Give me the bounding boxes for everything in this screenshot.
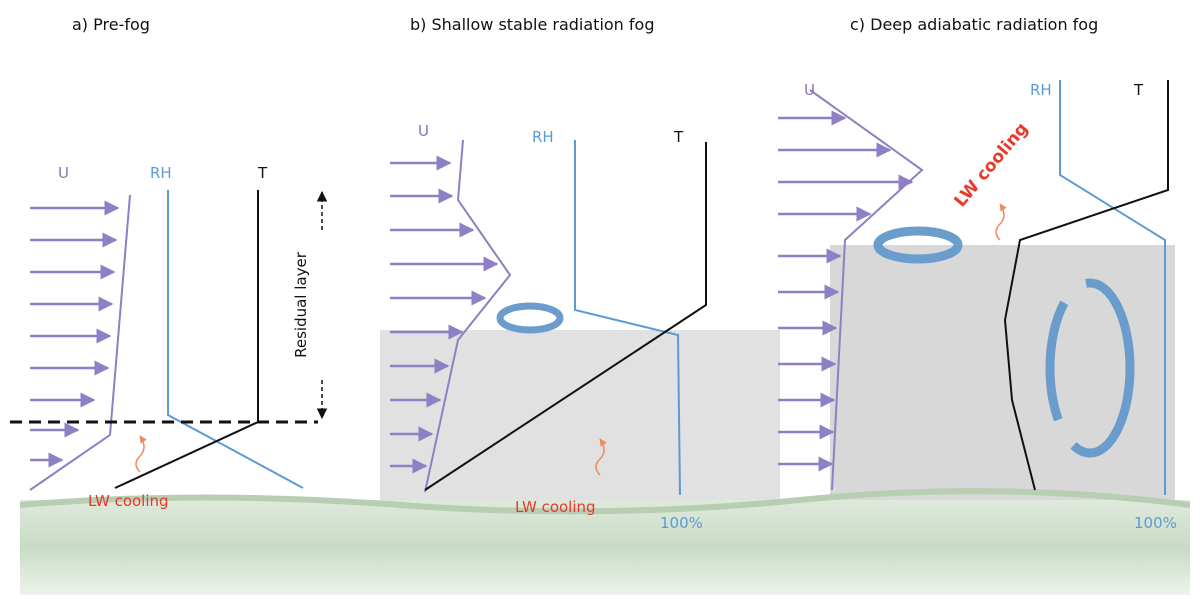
rh-profile [574,140,681,496]
u-label: U [418,122,429,140]
cooling-arrow [595,438,607,476]
rh-profile [1059,80,1166,495]
t-label: T [1133,81,1144,99]
grass-edge [19,488,1191,515]
t-label: T [257,164,268,182]
cooling-label: LW cooling [515,498,596,516]
grass [20,500,1190,595]
t-profile [1003,80,1169,491]
t-label: T [673,128,684,146]
t-profile [424,142,707,491]
cooling-label: LW cooling [951,119,1033,211]
fog [380,330,780,505]
fog [830,245,1175,503]
cooling-arrow [135,435,147,473]
rh-label: RH [150,164,172,182]
wind-arrows [30,200,120,468]
surface-rh: 100% [1134,514,1177,532]
rh-label: RH [532,128,554,146]
u-profile [29,194,131,491]
wind-arrows [390,155,499,474]
panel-title: b) Shallow stable radiation fog [410,15,654,34]
eddy [496,302,564,334]
t-profile [114,190,259,489]
u-label: U [804,81,815,99]
surface-rh: 100% [660,514,703,532]
panel-title: a) Pre-fog [72,15,150,34]
layer-label: Residual layer [292,251,310,358]
u-profile [809,89,924,491]
cooling-arrow [995,203,1007,241]
u-label: U [58,164,69,182]
eddy [1045,278,1135,458]
eddy [873,226,963,264]
u-profile [424,139,512,493]
panel-title: c) Deep adiabatic radiation fog [850,15,1098,34]
wind-arrows [778,110,914,472]
rh-label: RH [1030,81,1052,99]
rh-profile [167,190,304,489]
cooling-label: LW cooling [88,492,169,510]
